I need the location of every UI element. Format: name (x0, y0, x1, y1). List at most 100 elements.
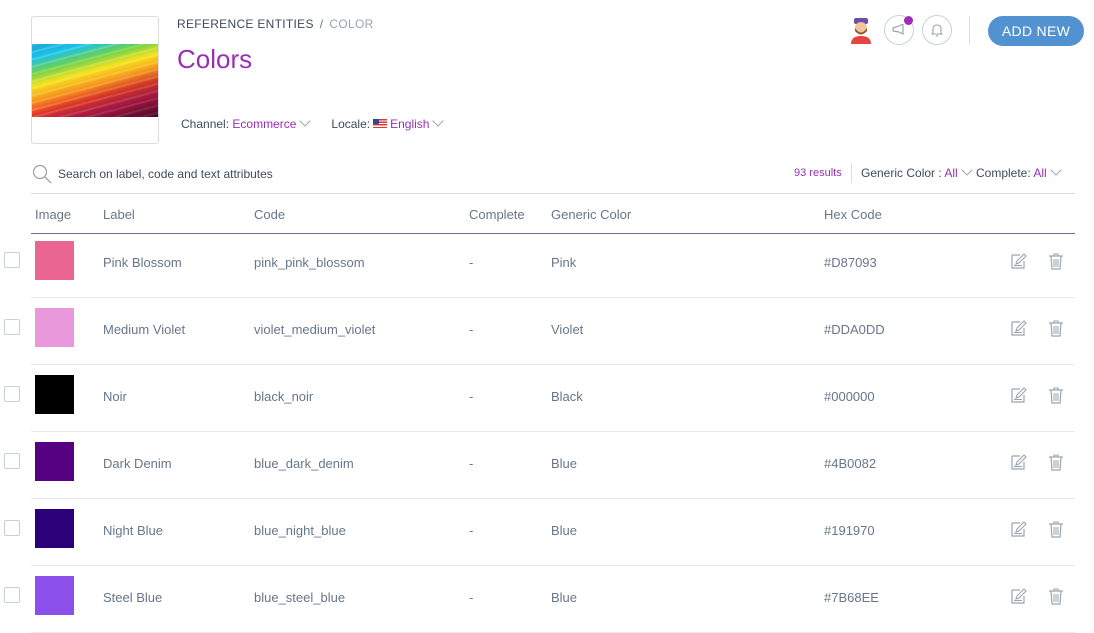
column-header-label: Label (103, 207, 135, 222)
trash-icon[interactable] (1047, 520, 1065, 538)
reference-entity-image[interactable] (31, 16, 159, 144)
rainbow-image (32, 44, 158, 117)
breadcrumb-current: COLOR (329, 17, 374, 31)
row-checkbox[interactable] (4, 587, 20, 603)
complete-filter-label: Complete: (976, 166, 1031, 180)
page-title: Colors (177, 44, 253, 74)
row-complete: - (469, 590, 474, 605)
row-checkbox[interactable] (4, 386, 20, 402)
column-header-hex-code: Hex Code (824, 207, 882, 222)
row-label: Noir (103, 389, 127, 404)
trash-icon[interactable] (1047, 386, 1065, 404)
complete-filter[interactable]: Complete: All (976, 164, 1062, 180)
edit-icon[interactable] (1009, 386, 1027, 404)
search-icon (32, 164, 52, 184)
row-checkbox[interactable] (4, 319, 20, 335)
color-swatch (35, 375, 74, 414)
table-row[interactable]: Pink Blossom pink_pink_blossom - Pink #D… (0, 231, 1094, 298)
chevron-down-icon (1050, 164, 1062, 176)
column-header-image: Image (35, 207, 72, 222)
row-complete: - (469, 523, 474, 538)
table-row[interactable]: Night Blue blue_night_blue - Blue #19197… (0, 499, 1094, 566)
search-input[interactable] (58, 167, 318, 181)
header-divider (969, 16, 970, 45)
user-avatar[interactable] (849, 18, 873, 44)
row-hex-code: #000000 (824, 389, 875, 404)
color-swatch (35, 576, 74, 615)
us-flag-icon (373, 119, 388, 128)
row-code: blue_dark_denim (254, 456, 354, 471)
locale-switcher[interactable]: Locale: English (331, 115, 445, 131)
edit-icon[interactable] (1009, 520, 1027, 538)
locale-value: English (390, 117, 430, 131)
row-complete: - (469, 389, 474, 404)
channel-value: Ecommerce (232, 117, 297, 131)
row-label: Night Blue (103, 523, 163, 538)
notifications-button[interactable] (922, 15, 952, 45)
trash-icon[interactable] (1047, 587, 1065, 605)
column-header-complete: Complete (469, 207, 525, 222)
table-row[interactable]: Medium Violet violet_medium_violet - Vio… (0, 298, 1094, 365)
row-generic-color: Blue (551, 456, 578, 471)
table-row[interactable]: Steel Blue blue_steel_blue - Blue #7B68E… (0, 566, 1094, 633)
row-label: Pink Blossom (103, 255, 182, 270)
row-checkbox[interactable] (4, 520, 20, 536)
edit-icon[interactable] (1009, 319, 1027, 337)
row-code: pink_pink_blossom (254, 255, 365, 270)
context-filters: Channel: Ecommerce Locale: English (181, 115, 445, 131)
row-divider (31, 498, 1075, 499)
trash-icon[interactable] (1047, 252, 1065, 270)
complete-filter-value: All (1033, 166, 1047, 180)
add-new-button[interactable]: ADD NEW (988, 16, 1084, 46)
table-top-border (31, 193, 1075, 194)
row-generic-color: Violet (551, 322, 584, 337)
breadcrumb-separator: / (319, 17, 324, 31)
row-hex-code: #7B68EE (824, 590, 879, 605)
announcements-button[interactable] (884, 15, 914, 45)
row-label: Steel Blue (103, 590, 163, 605)
row-checkbox[interactable] (4, 453, 20, 469)
row-generic-color: Blue (551, 523, 578, 538)
search-bar (32, 164, 318, 184)
row-divider (31, 565, 1075, 566)
locale-label: Locale: (331, 117, 371, 131)
chevron-down-icon (299, 115, 312, 127)
breadcrumb-parent[interactable]: REFERENCE ENTITIES (177, 17, 314, 31)
trash-icon[interactable] (1047, 453, 1065, 471)
row-label: Medium Violet (103, 322, 186, 337)
color-swatch (35, 241, 74, 280)
row-hex-code: #4B0082 (824, 456, 877, 471)
row-divider (31, 364, 1075, 365)
row-code: violet_medium_violet (254, 322, 376, 337)
trash-icon[interactable] (1047, 319, 1065, 337)
notification-dot (904, 16, 913, 25)
row-code: blue_night_blue (254, 523, 346, 538)
chevron-down-icon (432, 115, 445, 127)
row-complete: - (469, 456, 474, 471)
generic-color-filter-label: Generic Color : (861, 166, 942, 180)
column-header-generic-color: Generic Color (551, 207, 632, 222)
generic-color-filter-value: All (944, 166, 958, 180)
results-count: 93 results (794, 167, 842, 179)
table-row[interactable]: Noir black_noir - Black #000000 (0, 365, 1094, 432)
row-hex-code: #DDA0DD (824, 322, 885, 337)
breadcrumb: REFERENCE ENTITIES / COLOR (177, 17, 374, 31)
row-label: Dark Denim (103, 456, 172, 471)
table-row[interactable]: Dark Denim blue_dark_denim - Blue #4B008… (0, 432, 1094, 499)
row-generic-color: Black (551, 389, 583, 404)
row-checkbox[interactable] (4, 252, 20, 268)
row-hex-code: #D87093 (824, 255, 877, 270)
edit-icon[interactable] (1009, 252, 1027, 270)
color-swatch (35, 509, 74, 548)
generic-color-filter[interactable]: Generic Color : All (861, 164, 973, 180)
color-swatch (35, 442, 74, 481)
results-divider (851, 163, 852, 183)
channel-switcher[interactable]: Channel: Ecommerce (181, 115, 312, 131)
row-generic-color: Pink (551, 255, 577, 270)
table-header-border (31, 233, 1075, 234)
row-hex-code: #191970 (824, 523, 875, 538)
edit-icon[interactable] (1009, 587, 1027, 605)
row-divider (31, 431, 1075, 432)
bell-icon (931, 24, 943, 37)
edit-icon[interactable] (1009, 453, 1027, 471)
